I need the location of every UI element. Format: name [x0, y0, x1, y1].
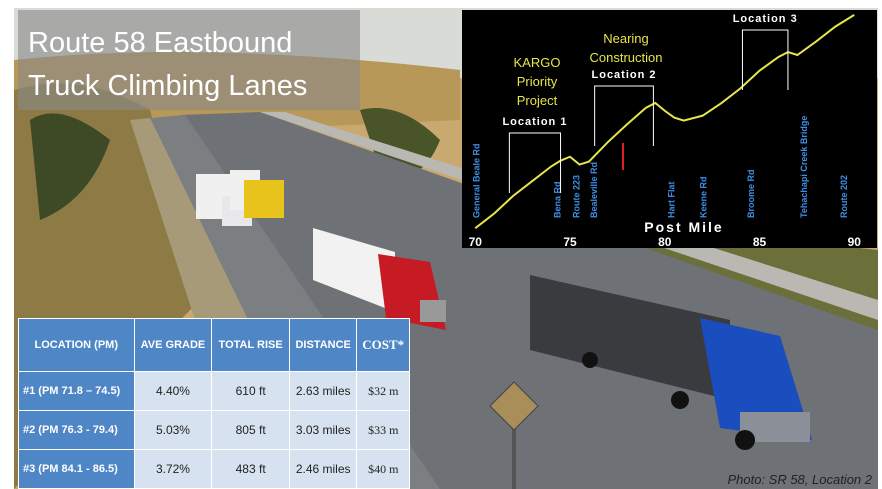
landmark-label: Route 223 — [572, 175, 582, 218]
table-cell: 5.03% — [134, 411, 212, 450]
table-cell: 3.72% — [134, 450, 212, 489]
x-tick-label: 85 — [753, 235, 767, 249]
table-cell: 2.46 miles — [289, 450, 357, 489]
note: Nearing — [603, 31, 649, 46]
location-label: Location 2 — [592, 69, 657, 81]
table-cell: #2 (PM 76.3 - 79.4) — [19, 411, 135, 450]
table-cell: 2.63 miles — [289, 372, 357, 411]
location-label: Location 3 — [733, 13, 798, 25]
landmark-label: Route 202 — [839, 175, 849, 218]
note: Priority — [517, 74, 558, 89]
note: KARGO — [514, 55, 561, 70]
header-cell: DISTANCE — [289, 319, 357, 372]
x-tick-label: 80 — [658, 235, 672, 249]
landmark-label: Bealeville Rd — [589, 162, 599, 218]
landmark-label: Broome Rd — [746, 169, 756, 218]
table-cell: $33 m — [357, 411, 410, 450]
table-cell: $32 m — [357, 372, 410, 411]
header-cell: TOTAL RISE — [212, 319, 289, 372]
table-cell: #1 (PM 71.8 – 74.5) — [19, 372, 135, 411]
location-label: Location 1 — [502, 116, 567, 128]
table-cell: #3 (PM 84.1 - 86.5) — [19, 450, 135, 489]
note: Project — [517, 93, 558, 108]
x-tick-label: 90 — [848, 235, 862, 249]
table-cell: 483 ft — [212, 450, 289, 489]
header-cell: COST* — [357, 319, 410, 372]
landmark-label: Tehachapi Creek Bridge — [799, 116, 809, 218]
x-tick-label: 70 — [469, 235, 483, 249]
header-cell: AVE GRADE — [134, 319, 212, 372]
table-cell: $40 m — [357, 450, 410, 489]
table-cell: 3.03 miles — [289, 411, 357, 450]
landmark-label: Keene Rd — [699, 176, 709, 218]
x-tick-label: 75 — [563, 235, 577, 249]
header-cell: LOCATION (PM) — [19, 319, 135, 372]
table-cell: 610 ft — [212, 372, 289, 411]
x-axis-label: Post Mile — [644, 219, 723, 235]
table-cell: 805 ft — [212, 411, 289, 450]
landmark-label: Hart Flat — [666, 181, 676, 218]
landmark-label: Bena Rd — [553, 181, 563, 218]
slide: Route 58 Eastbound Truck Climbing Lanes … — [0, 0, 882, 489]
note: Construction — [590, 50, 663, 65]
landmark-label: General Beale Rd — [471, 143, 481, 218]
table-cell: 4.40% — [134, 372, 212, 411]
